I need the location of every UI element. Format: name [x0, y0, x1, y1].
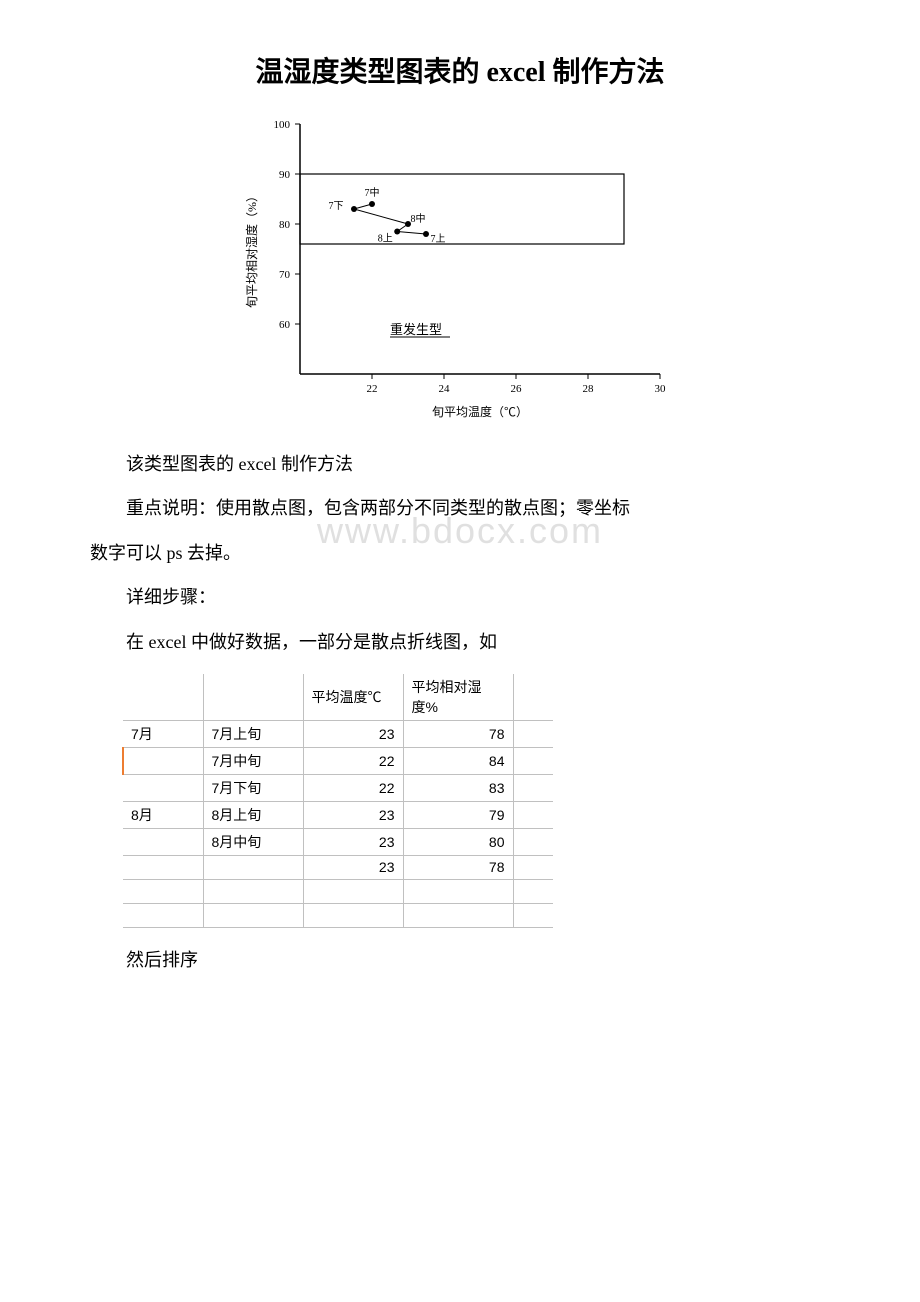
table-cell: [123, 747, 203, 774]
svg-text:90: 90: [279, 169, 291, 181]
table-cell: 23: [303, 801, 403, 828]
svg-text:7上: 7上: [431, 233, 446, 245]
table-cell: [513, 774, 553, 801]
table-cell: [123, 774, 203, 801]
table-cell: [123, 903, 203, 927]
table-row: 8月8月上旬2379: [123, 801, 553, 828]
data-table-container: 平均温度℃平均相对湿度%7月7月上旬23787月中旬22847月下旬22838月…: [122, 674, 830, 928]
table-cell: 78: [403, 855, 513, 879]
data-table: 平均温度℃平均相对湿度%7月7月上旬23787月中旬22847月下旬22838月…: [122, 674, 553, 928]
table-cell: [403, 879, 513, 903]
table-header-cell: 平均相对湿度%: [403, 674, 513, 721]
svg-text:7下: 7下: [329, 201, 344, 212]
table-row: [123, 879, 553, 903]
table-cell: 80: [403, 828, 513, 855]
table-row: 2378: [123, 855, 553, 879]
table-row: 7月下旬2283: [123, 774, 553, 801]
chart-container: 22 24 26 28 30 60 70 80 90 100 旬平均温度（℃） 旬平均相对湿度（%） 重…: [90, 114, 830, 424]
table-cell: 23: [303, 828, 403, 855]
svg-text:7中: 7中: [365, 186, 380, 199]
table-cell: 7月: [123, 720, 203, 747]
table-cell: [203, 855, 303, 879]
svg-text:26: 26: [511, 383, 523, 395]
paragraph-steps: 详细步骤：: [90, 581, 830, 613]
table-cell: [403, 903, 513, 927]
table-cell: 7月中旬: [203, 747, 303, 774]
svg-text:22: 22: [367, 383, 378, 395]
svg-text:60: 60: [279, 319, 291, 331]
table-row: 7月7月上旬2378: [123, 720, 553, 747]
table-cell: 23: [303, 720, 403, 747]
paragraph-intro: 该类型图表的 excel 制作方法: [90, 448, 830, 480]
table-cell: [123, 855, 203, 879]
table-cell: 8月: [123, 801, 203, 828]
table-cell: [303, 879, 403, 903]
table-cell: 23: [303, 855, 403, 879]
table-cell: 7月上旬: [203, 720, 303, 747]
table-header-cell: [123, 674, 203, 721]
svg-text:70: 70: [279, 269, 291, 281]
svg-text:24: 24: [439, 383, 451, 395]
table-cell: 8月中旬: [203, 828, 303, 855]
svg-text:旬平均相对湿度（%）: 旬平均相对湿度（%）: [244, 190, 259, 308]
table-cell: [123, 879, 203, 903]
svg-text:100: 100: [274, 119, 291, 131]
paragraph-sort: 然后排序: [90, 944, 830, 976]
svg-text:8中: 8中: [411, 212, 426, 225]
table-header-cell: [513, 674, 553, 721]
svg-text:30: 30: [655, 383, 667, 395]
table-cell: 84: [403, 747, 513, 774]
table-cell: [513, 720, 553, 747]
table-cell: 83: [403, 774, 513, 801]
table-row: [123, 903, 553, 927]
svg-text:28: 28: [583, 383, 595, 395]
table-cell: [513, 801, 553, 828]
table-cell: [513, 747, 553, 774]
table-cell: 79: [403, 801, 513, 828]
table-cell: [303, 903, 403, 927]
table-cell: [123, 828, 203, 855]
svg-text:8上: 8上: [378, 233, 393, 245]
temperature-humidity-chart: 22 24 26 28 30 60 70 80 90 100 旬平均温度（℃） 旬平均相对湿度（%） 重…: [240, 114, 680, 424]
table-row: 7月中旬2284: [123, 747, 553, 774]
table-cell: 78: [403, 720, 513, 747]
table-cell: 8月上旬: [203, 801, 303, 828]
page-title: 温湿度类型图表的 excel 制作方法: [90, 50, 830, 90]
table-cell: [203, 879, 303, 903]
table-cell: [513, 855, 553, 879]
paragraph-key-a: 重点说明：使用散点图，包含两部分不同类型的散点图；零坐标: [90, 492, 830, 524]
table-cell: [513, 879, 553, 903]
table-header-cell: [203, 674, 303, 721]
table-cell: 7月下旬: [203, 774, 303, 801]
table-cell: [203, 903, 303, 927]
paragraph-data: 在 excel 中做好数据，一部分是散点折线图，如: [90, 626, 830, 658]
svg-text:重发生型: 重发生型: [390, 322, 442, 337]
svg-text:80: 80: [279, 219, 291, 231]
table-row: 8月中旬2380: [123, 828, 553, 855]
paragraph-key-b: 数字可以 ps 去掉。: [90, 537, 830, 569]
table-header-cell: 平均温度℃: [303, 674, 403, 721]
table-cell: [513, 828, 553, 855]
table-cell: [513, 903, 553, 927]
table-cell: 22: [303, 774, 403, 801]
svg-text:旬平均温度（℃）: 旬平均温度（℃）: [432, 404, 528, 419]
table-cell: 22: [303, 747, 403, 774]
